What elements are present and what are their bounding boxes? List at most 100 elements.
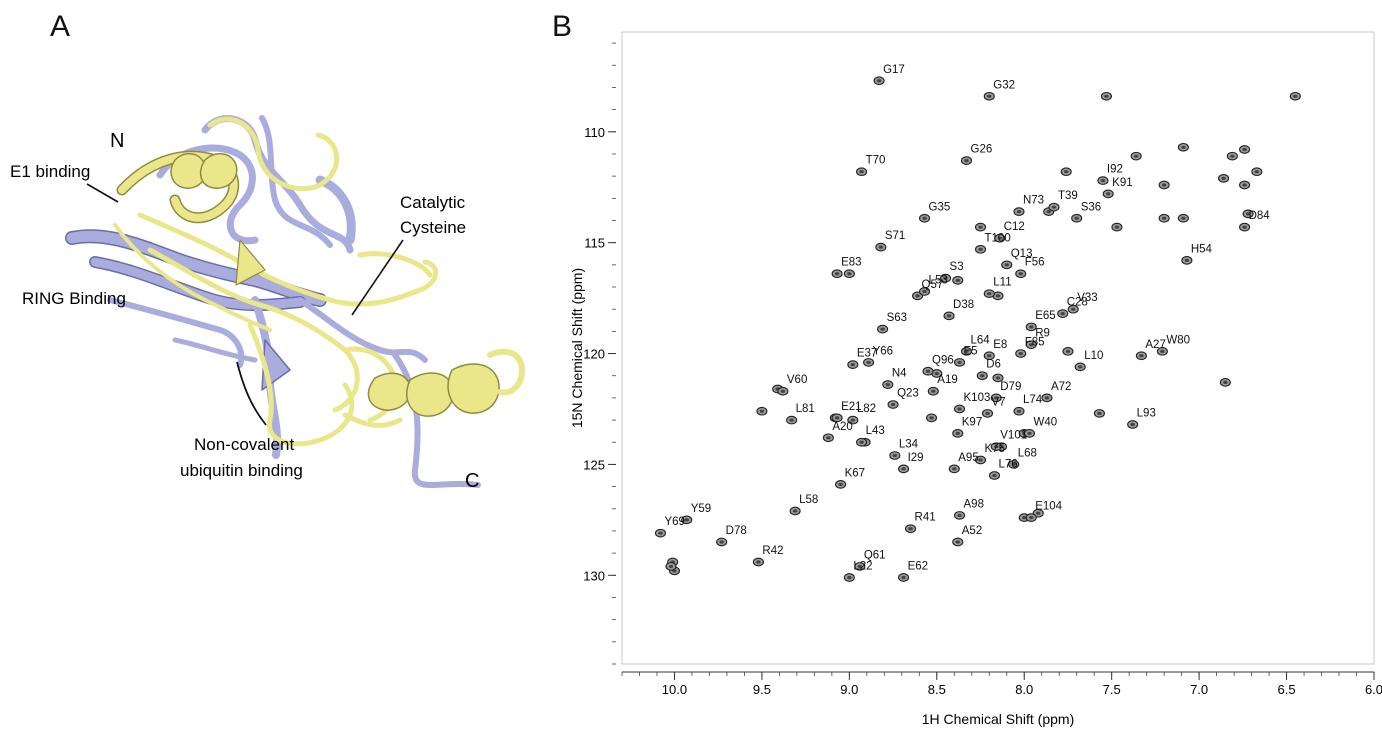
noncovalent-binding-bracket <box>236 361 267 426</box>
y-tick-label: 125 <box>583 457 605 472</box>
peak-label-S36: S36 <box>1081 201 1101 213</box>
peak-label-S3: S3 <box>950 261 964 273</box>
peak-label-E37: E37 <box>857 348 877 360</box>
peak <box>1130 151 1142 161</box>
peak-L11 <box>983 289 995 299</box>
peak-label-E5: E5 <box>964 345 978 357</box>
peak-label-E62: E62 <box>908 561 928 573</box>
catalytic-label-line1: Catalytic <box>400 193 466 212</box>
peak-S36 <box>1071 213 1083 223</box>
peak-R9 <box>1025 340 1037 350</box>
peak-label-G26: G26 <box>971 144 993 156</box>
peak-label-T100: T100 <box>985 232 1011 244</box>
peak-label-V7: V7 <box>992 396 1006 408</box>
peak-L64 <box>960 346 973 356</box>
peak-L81 <box>786 415 798 425</box>
peak-label-G32: G32 <box>993 79 1015 91</box>
peak <box>992 373 1004 383</box>
peak <box>931 369 943 378</box>
axes: 10.0 9.5 9.0 8.5 8.0 7.5 7.0 6.5 6.0 110 115 120 125… <box>583 42 1382 697</box>
peak-label-Q57: Q57 <box>922 279 944 291</box>
peak-label-L68: L68 <box>1018 447 1037 459</box>
peak <box>952 276 964 285</box>
hsqc-spectrum-panel: B 10.0 9.5 9.0 8.5 8.0 7.5 7.0 6.5 6.0 110 115 120 1… <box>552 0 1382 731</box>
peak-L10 <box>1074 362 1086 372</box>
peaks <box>654 76 1301 582</box>
peak-label-K97: K97 <box>962 416 982 428</box>
structure-yellow-ribbon <box>113 116 526 447</box>
peak-label-L58: L58 <box>799 494 818 506</box>
peak <box>1218 174 1230 183</box>
n-terminus-label: N <box>110 130 124 152</box>
peak-G35 <box>918 213 931 223</box>
peak-label-N4: N4 <box>892 368 907 380</box>
peak-G17 <box>873 76 885 86</box>
peak-E37 <box>847 360 859 369</box>
peak-V7 <box>981 409 994 418</box>
peak-V33 <box>1067 304 1079 314</box>
peak-label-A72: A72 <box>1051 381 1071 393</box>
peak-label-R42: R42 <box>762 545 783 557</box>
ring-binding-label: RING Binding <box>22 289 126 308</box>
peak-label-A19: A19 <box>937 374 957 386</box>
peak-label-R41: R41 <box>915 512 936 524</box>
peak-label-L64: L64 <box>971 334 991 346</box>
panel-a-letter: A <box>50 10 71 43</box>
peak <box>925 413 938 423</box>
y-tick-label: 130 <box>583 568 605 583</box>
peak-label-L74: L74 <box>1023 394 1043 406</box>
peak-label-A98: A98 <box>964 498 984 510</box>
x-tick-label: 9.0 <box>840 682 858 697</box>
peak-Q96 <box>922 366 934 376</box>
x-tick-label: 7.0 <box>1190 682 1208 697</box>
peak <box>756 406 768 416</box>
peak-label-D84: D84 <box>1249 210 1271 222</box>
x-tick-label: 8.0 <box>1015 682 1033 697</box>
peak-R41 <box>905 524 917 534</box>
peak-E5 <box>953 358 966 367</box>
protein-structure-overlay: N C E1 binding RING Binding Catalytic Cy… <box>10 115 526 492</box>
peak-A52 <box>952 537 964 547</box>
peak-Q57 <box>912 291 924 301</box>
peak-V101 <box>990 442 1002 452</box>
peak-label-L34: L34 <box>899 439 919 451</box>
peak-label-R9: R9 <box>1035 328 1050 340</box>
noncovalent-label-line1: Non-covalent <box>194 435 294 454</box>
peak <box>1177 142 1189 152</box>
noncovalent-label-line2: ubiquitin binding <box>180 461 303 480</box>
peak-L74 <box>1013 406 1025 416</box>
y-tick-label: 115 <box>584 236 605 251</box>
peak-label-K91: K91 <box>1112 177 1132 189</box>
peak-L34 <box>889 451 901 460</box>
peak <box>1219 378 1231 387</box>
peak-R42 <box>752 557 764 567</box>
peak-K91 <box>1102 189 1114 199</box>
peak-L68 <box>1008 460 1020 469</box>
peak-G32 <box>983 91 995 101</box>
peak-label-T39: T39 <box>1058 190 1078 202</box>
peak-label-W40: W40 <box>1033 416 1057 428</box>
peak-label-Y59: Y59 <box>691 503 711 515</box>
peak-label-L10: L10 <box>1084 350 1103 362</box>
peak-A98 <box>953 511 966 520</box>
peak-label-C12: C12 <box>1004 221 1025 233</box>
peak-label-V60: V60 <box>787 374 807 386</box>
peak-label-L81: L81 <box>796 403 815 415</box>
peak-label-L22: L22 <box>853 561 872 573</box>
peak-label-A27: A27 <box>1145 339 1165 351</box>
peak-A19 <box>927 386 939 396</box>
peak-label-D78: D78 <box>726 525 747 537</box>
x-tick-label: 10.0 <box>662 682 687 697</box>
peak-C12 <box>994 233 1006 243</box>
peak-label-L82: L82 <box>857 403 876 415</box>
peak <box>1177 213 1189 223</box>
peak-S71 <box>875 242 887 252</box>
peak-L43 <box>856 437 868 447</box>
peak-D84 <box>1239 222 1251 232</box>
peak-E21 <box>831 413 843 423</box>
peak-label-S63: S63 <box>887 312 907 324</box>
y-axis-title: 15N Chemical Shift (ppm) <box>569 268 585 428</box>
peak-T39 <box>1048 202 1060 212</box>
peak-label-L43: L43 <box>866 425 885 437</box>
